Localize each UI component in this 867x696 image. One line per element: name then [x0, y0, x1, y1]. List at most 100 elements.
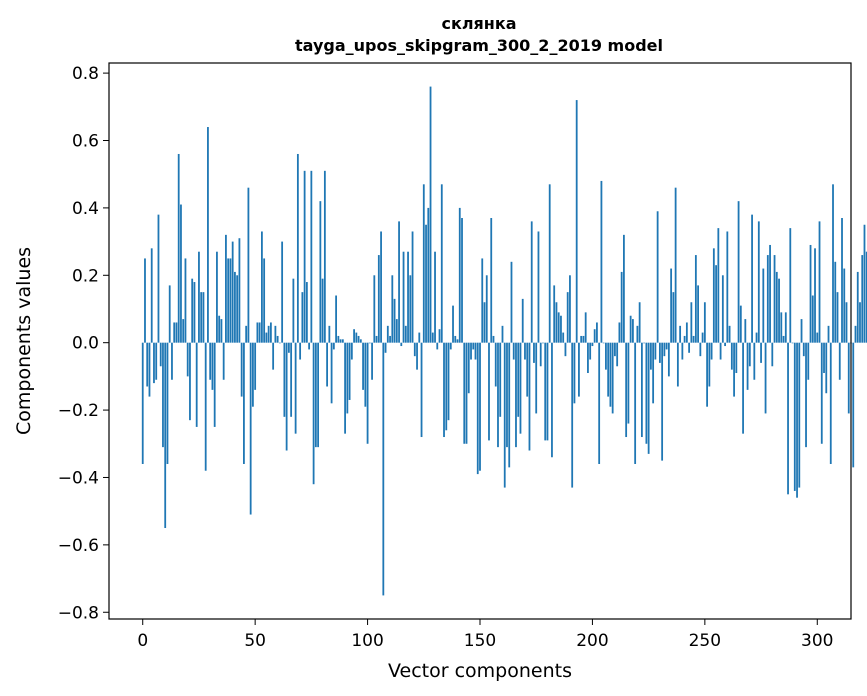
bar-component-101	[368, 342, 371, 344]
bar-component-271	[751, 214, 753, 343]
bar-component-246	[694, 255, 697, 343]
bar-component-157	[494, 342, 497, 387]
bar-component-222	[640, 342, 643, 438]
bar-component-112	[393, 298, 396, 343]
bar-component-45	[243, 342, 245, 464]
bar-component-25	[198, 251, 200, 343]
bar-component-182	[551, 342, 553, 458]
bar-component-17	[180, 204, 182, 343]
bar-component-220	[636, 325, 639, 343]
y-tick-label: −0.8	[58, 603, 99, 623]
bar-series	[141, 86, 867, 596]
bar-component-133	[440, 184, 443, 343]
bar-component-192	[573, 342, 576, 404]
y-tick-label: −0.2	[58, 401, 99, 421]
bar-component-165	[512, 342, 515, 360]
bar-component-297	[809, 244, 812, 343]
bar-component-185	[557, 312, 560, 343]
bar-component-48	[249, 342, 252, 515]
bar-component-9	[162, 342, 164, 448]
bar-component-3	[148, 342, 151, 397]
bar-component-107	[382, 342, 385, 596]
bar-component-31	[211, 342, 214, 390]
bar-component-54	[263, 258, 266, 343]
bar-component-150	[479, 342, 481, 471]
bar-component-75	[310, 170, 313, 343]
bar-component-291	[796, 342, 798, 498]
chart-title-line-1: склянка	[441, 14, 516, 33]
bar-component-64	[285, 342, 288, 451]
bar-component-159	[499, 342, 502, 417]
bar-component-51	[256, 322, 259, 343]
bar-component-19	[184, 258, 187, 343]
bar-component-206	[605, 342, 607, 370]
bar-component-264	[735, 342, 738, 374]
bar-component-314	[847, 342, 850, 414]
bar-component-228	[654, 342, 657, 360]
bar-component-41	[234, 271, 236, 343]
bar-component-110	[389, 335, 391, 343]
bar-component-71	[301, 292, 304, 343]
bar-component-237	[674, 187, 677, 343]
bar-component-201	[593, 329, 596, 343]
bar-component-97	[359, 339, 362, 343]
bar-component-285	[782, 335, 785, 343]
bar-component-59	[274, 325, 277, 343]
bar-component-102	[371, 342, 373, 380]
y-tick-label: −0.6	[58, 536, 99, 556]
x-tick-label: 0	[137, 631, 148, 651]
bar-component-219	[634, 342, 637, 464]
bar-component-28	[204, 342, 207, 471]
y-tick-label: 0.2	[72, 266, 99, 286]
bar-component-189	[566, 292, 569, 343]
bar-component-242	[685, 322, 688, 343]
bar-component-72	[303, 170, 306, 343]
bar-component-184	[555, 302, 558, 343]
bar-component-138	[452, 305, 454, 343]
bar-component-279	[769, 244, 771, 343]
chart-title-line-2: tayga_upos_skipgram_300_2_2019 model	[295, 36, 663, 55]
bar-component-82	[326, 342, 328, 387]
bar-component-200	[591, 342, 594, 347]
bar-component-280	[771, 342, 774, 367]
bar-component-290	[793, 342, 796, 491]
bar-component-167	[517, 342, 520, 417]
bar-component-96	[357, 335, 360, 343]
bar-component-94	[353, 329, 355, 343]
bar-component-305	[827, 325, 830, 343]
bar-component-29	[207, 127, 209, 343]
bar-component-233	[665, 342, 668, 350]
bar-component-171	[526, 342, 529, 397]
bar-component-225	[647, 342, 650, 454]
y-tick-label: 0.8	[72, 64, 99, 84]
bar-component-241	[683, 335, 686, 343]
plot-frame	[108, 62, 852, 620]
bar-component-5	[153, 342, 155, 384]
bar-component-322	[865, 251, 867, 343]
bar-component-77	[314, 342, 317, 448]
bar-component-57	[269, 322, 272, 343]
bar-component-176	[537, 231, 540, 343]
bar-component-80	[321, 278, 324, 343]
bar-component-106	[380, 231, 382, 343]
x-tick-label: 50	[244, 631, 266, 651]
bar-component-67	[292, 278, 295, 343]
bar-component-105	[377, 255, 380, 343]
bar-component-6	[155, 342, 158, 380]
bar-component-230	[658, 342, 661, 363]
bar-component-235	[670, 268, 673, 343]
bar-component-4	[150, 248, 153, 343]
bar-component-33	[216, 251, 218, 343]
bar-component-207	[607, 342, 610, 397]
bar-component-227	[652, 342, 655, 404]
bar-component-132	[438, 329, 441, 343]
bar-component-277	[764, 342, 767, 414]
bar-component-205	[602, 342, 605, 344]
bar-component-311	[841, 218, 843, 343]
bar-component-141	[458, 207, 461, 343]
bar-component-52	[258, 322, 261, 343]
bar-component-2	[146, 342, 149, 387]
bar-component-296	[807, 342, 810, 380]
bar-component-95	[355, 332, 358, 343]
bar-component-135	[445, 342, 448, 431]
